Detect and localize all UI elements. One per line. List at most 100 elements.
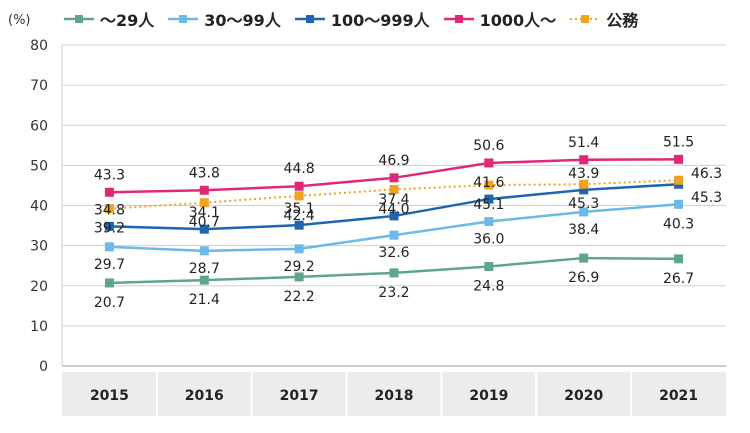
data-point-s0-2018 [389, 268, 399, 278]
legend-marker-30-99 [168, 15, 199, 23]
legend-label-30-99: 30～99人 [204, 11, 281, 30]
data-label-s4-2016: 40.7 [189, 215, 220, 231]
data-label-s1-2015: 29.7 [94, 257, 125, 273]
data-point-s4-2017 [294, 191, 304, 201]
data-label-s4-2019: 45.1 [473, 197, 504, 213]
data-label-s0-2021: 26.7 [663, 271, 694, 287]
data-label-s0-2016: 21.4 [189, 292, 220, 308]
data-point-s2-2019 [484, 194, 494, 204]
chart-legend: ～29人 30～99人 100～999人 1000人～ 公務 [64, 6, 652, 32]
data-point-s4-2016 [199, 198, 209, 208]
data-label-s2-2018: 37.4 [378, 192, 409, 208]
data-label-s0-2019: 24.8 [473, 278, 504, 294]
legend-label-100-999: 100～999人 [330, 11, 430, 30]
x-tick-label-2019: 2019 [469, 388, 508, 404]
data-label-s4-2021: 46.3 [691, 166, 722, 182]
data-point-s0-2016 [199, 275, 209, 285]
data-label-s2-2017: 35.1 [284, 201, 315, 217]
data-point-s3-2017 [294, 181, 304, 191]
data-label-s3-2019: 50.6 [473, 138, 504, 154]
x-tick-label-2021: 2021 [659, 388, 698, 404]
data-point-s1-2019 [484, 217, 494, 227]
data-label-s1-2018: 32.6 [378, 245, 409, 261]
data-point-s0-2017 [294, 272, 304, 282]
y-tick-label-50: 50 [30, 158, 48, 174]
data-label-s1-2019: 36.0 [473, 232, 504, 248]
x-tick-label-2017: 2017 [280, 388, 319, 404]
data-point-s1-2020 [579, 207, 589, 217]
category-axis-band [62, 372, 726, 416]
data-point-s3-2019 [484, 158, 494, 168]
data-label-s2-2021: 45.3 [691, 190, 722, 206]
data-point-s2-2020 [579, 185, 589, 195]
data-label-s2-2015: 34.8 [94, 202, 125, 218]
data-label-s2-2020: 43.9 [568, 166, 599, 182]
y-tick-label-30: 30 [30, 239, 48, 255]
data-point-s0-2015 [104, 278, 114, 288]
data-label-s0-2020: 26.9 [568, 270, 599, 286]
legend-label-public-service: 公務 [606, 11, 639, 30]
legend-marker-1000-plus [443, 15, 474, 23]
x-tick-label-2020: 2020 [564, 388, 603, 404]
data-point-s0-2019 [484, 261, 494, 271]
data-point-s4-2021 [674, 175, 684, 185]
data-point-s4-2019 [484, 180, 494, 190]
data-label-s3-2020: 51.4 [568, 135, 599, 151]
y-tick-label-80: 80 [30, 38, 48, 54]
data-point-s3-2018 [389, 173, 399, 183]
data-label-s4-2018: 44.0 [378, 201, 409, 217]
legend-item-1000-plus: 1000人～ [443, 7, 557, 31]
data-label-s0-2018: 23.2 [378, 285, 409, 301]
legend-item-100-999: 100～999人 [294, 7, 430, 31]
legend-marker-under-29 [64, 15, 94, 23]
x-tick-label-2018: 2018 [375, 388, 414, 404]
y-tick-label-70: 70 [30, 78, 48, 94]
data-label-s1-2021: 40.3 [663, 216, 694, 232]
legend-item-public-service: 公務 [570, 7, 638, 31]
data-label-s3-2017: 44.8 [284, 161, 315, 177]
data-label-s3-2018: 46.9 [378, 153, 409, 169]
legend-label-under-29: ～29人 [100, 11, 155, 30]
data-point-s0-2020 [579, 253, 589, 263]
data-point-s2-2017 [294, 220, 304, 230]
data-point-s1-2018 [389, 230, 399, 240]
legend-marker-100-999 [294, 15, 325, 23]
legend-item-under-29: ～29人 [64, 7, 154, 31]
y-tick-label-0: 0 [39, 359, 48, 375]
y-axis-unit-label: (%) [8, 13, 31, 28]
data-point-s2-2018 [389, 211, 399, 221]
data-label-s1-2017: 29.2 [284, 259, 315, 275]
legend-item-30-99: 30～99人 [168, 7, 281, 31]
y-tick-label-60: 60 [30, 118, 48, 134]
data-point-s1-2017 [294, 244, 304, 254]
data-point-s3-2016 [199, 185, 209, 195]
data-label-s1-2016: 28.7 [189, 261, 220, 277]
data-label-s4-2015: 39.2 [94, 221, 125, 237]
data-label-s0-2015: 20.7 [94, 295, 125, 311]
data-label-s1-2020: 38.4 [568, 222, 599, 238]
data-point-s3-2015 [104, 187, 114, 197]
data-label-s0-2017: 22.2 [284, 289, 315, 305]
data-point-s2-2016 [199, 224, 209, 234]
data-point-s3-2021 [674, 154, 684, 164]
data-point-s3-2020 [579, 155, 589, 165]
data-label-s3-2016: 43.8 [189, 165, 220, 181]
data-point-s1-2021 [674, 199, 684, 209]
data-label-s4-2020: 45.3 [568, 196, 599, 212]
data-label-s2-2016: 34.1 [189, 205, 220, 221]
y-tick-label-20: 20 [30, 279, 48, 295]
x-tick-label-2015: 2015 [90, 388, 129, 404]
data-label-s4-2017: 42.4 [284, 208, 315, 224]
data-point-s4-2018 [389, 184, 399, 194]
data-point-s0-2021 [674, 254, 684, 264]
y-tick-label-40: 40 [30, 199, 48, 215]
data-label-s3-2021: 51.5 [663, 134, 694, 150]
legend-marker-public-service [570, 15, 601, 23]
data-point-s2-2015 [104, 221, 114, 231]
y-tick-label-10: 10 [30, 319, 48, 335]
legend-label-1000-plus: 1000人～ [479, 11, 557, 30]
data-point-s4-2015 [104, 204, 114, 214]
data-point-s1-2015 [104, 242, 114, 252]
data-label-s3-2015: 43.3 [94, 167, 125, 183]
